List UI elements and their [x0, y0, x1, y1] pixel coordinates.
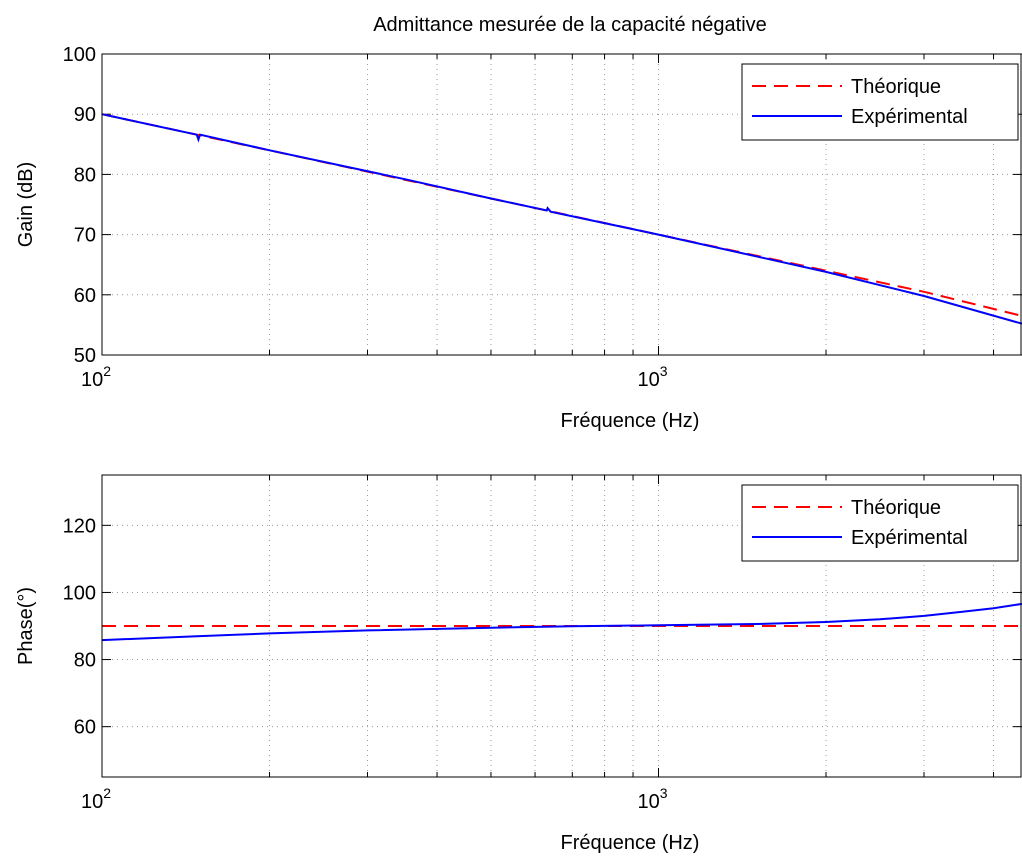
- gain-y-tick-label: 60: [74, 285, 96, 307]
- gain-y-tick-label: 70: [74, 225, 96, 247]
- phase-x-tick-label: 103: [637, 785, 667, 813]
- phase-y-tick-label: 60: [74, 717, 96, 739]
- phase-legend-label: Théorique: [851, 497, 941, 519]
- phase-x-axis-label: Fréquence (Hz): [561, 832, 700, 854]
- gain-theoretical-line: [101, 113, 1022, 317]
- phase-legend-box: [741, 484, 1019, 562]
- gain-y-tick-label: 80: [74, 164, 96, 186]
- gain-experimental-line: [101, 113, 1022, 325]
- phase-y-tick-label: 120: [63, 515, 96, 537]
- gain-axes-frame: [101, 53, 1022, 356]
- phase-x-tick-label: 102: [81, 785, 111, 813]
- gain-legend-label: Théorique: [851, 76, 941, 98]
- phase-y-axis-label: Phase(°): [15, 587, 37, 665]
- gain-x-axis-label: Fréquence (Hz): [561, 410, 700, 432]
- gain-y-axis-label: Gain (dB): [15, 162, 37, 248]
- phase-y-tick-label: 80: [74, 650, 96, 672]
- chart-title: Admittance mesurée de la capacité négati…: [373, 14, 767, 36]
- gain-legend-label: Expérimental: [851, 106, 968, 128]
- gain-legend-box: [741, 63, 1019, 141]
- gain-y-tick-label: 50: [74, 345, 96, 367]
- phase-axes-frame: [101, 474, 1022, 778]
- gain-plot: 50 60 70 80 90 100 102 103 Fréquence (Hz) Gain (d…: [15, 44, 1022, 432]
- phase-y-tick-label: 100: [63, 582, 96, 604]
- gain-y-tick-label: 100: [63, 44, 96, 66]
- phase-experimental-line: [101, 602, 1022, 642]
- phase-plot: 60 80 100 120 102 103 Fréquence (Hz) Phase(°) Th…: [15, 474, 1022, 854]
- gain-x-tick-label: 103: [637, 363, 667, 391]
- gain-x-tick-label: 102: [81, 363, 111, 391]
- phase-legend-label: Expérimental: [851, 527, 968, 549]
- gain-y-tick-label: 90: [74, 104, 96, 126]
